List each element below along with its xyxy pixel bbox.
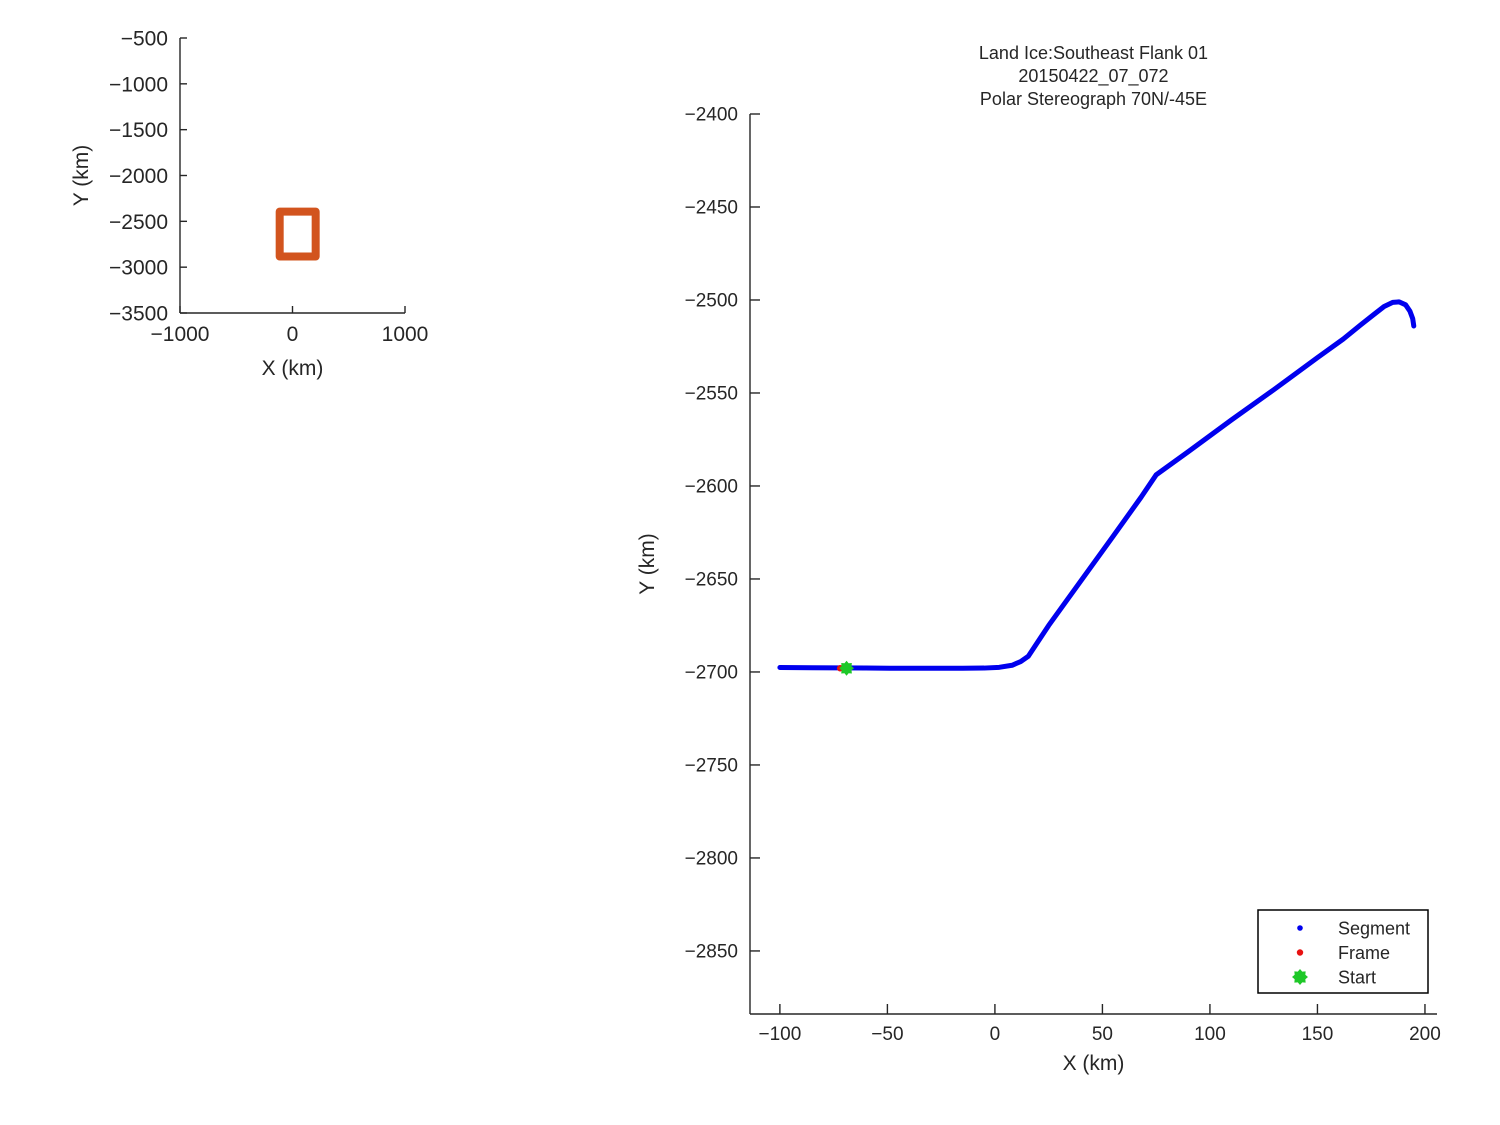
y-tick-label: −2000 (109, 165, 168, 188)
x-tick-label: 50 (1092, 1024, 1113, 1045)
plot-title-line: 20150422_07_072 (1018, 66, 1168, 87)
y-tick-label: −3000 (109, 257, 168, 280)
x-tick-label: −100 (758, 1024, 801, 1045)
legend-label-segment: Segment (1338, 918, 1410, 938)
y-tick-label: −2500 (685, 290, 738, 311)
y-tick-label: −1500 (109, 119, 168, 142)
y-tick-label: −2450 (685, 197, 738, 218)
series-start-marker (839, 660, 855, 676)
legend-box (1257, 909, 1429, 994)
series-coverage-outline-line (275, 207, 320, 261)
y-tick-label: −1000 (109, 73, 168, 96)
x-tick-label: 150 (1302, 1024, 1334, 1045)
y-tick-label: −3500 (109, 303, 168, 326)
legend-marker-start (1292, 969, 1308, 985)
y-tick-label: −2600 (685, 476, 738, 497)
x-axis-label: X (km) (262, 357, 324, 380)
x-tick-label: 0 (990, 1024, 1001, 1045)
y-tick-label: −2550 (685, 383, 738, 404)
x-tick-label: −50 (871, 1024, 903, 1045)
y-tick-label: −2650 (685, 569, 738, 590)
legend: Segment Frame Start (1257, 909, 1429, 994)
x-axis-label: X (km) (1063, 1052, 1125, 1075)
legend-marker-segment (1297, 925, 1303, 931)
plot-title-line: Land Ice:Southeast Flank 01 (979, 43, 1208, 63)
legend-marker-frame (1296, 949, 1304, 956)
x-tick-label: 1000 (382, 323, 429, 346)
x-tick-label: −1000 (151, 323, 210, 346)
x-tick-label: 0 (287, 323, 299, 346)
y-tick-label: −2850 (685, 941, 738, 962)
y-axis-label: Y (km) (636, 533, 659, 594)
y-tick-label: −500 (121, 28, 168, 51)
overview-plot: −1000 0 1000 −500 −1000 −1500 −2000 −2500 −3000 −… (70, 28, 428, 381)
y-tick-label: −2500 (109, 211, 168, 234)
legend-label-frame: Frame (1338, 943, 1390, 963)
main-plot: −100 −50 0 50 100 150 200 −2400 −2450 −2500 −2550 −… (636, 43, 1441, 1075)
x-tick-label: 200 (1409, 1024, 1441, 1045)
x-tick-label: 100 (1194, 1024, 1226, 1045)
plot-title-line: Polar Stereograph 70N/-45E (980, 89, 1207, 109)
y-tick-label: −2750 (685, 755, 738, 776)
y-tick-label: −2700 (685, 662, 738, 683)
y-axis-label: Y (km) (70, 145, 93, 206)
y-tick-label: −2800 (685, 848, 738, 869)
legend-label-start: Start (1338, 967, 1376, 987)
series-segment-line (777, 299, 1417, 671)
y-tick-label: −2400 (685, 105, 738, 126)
